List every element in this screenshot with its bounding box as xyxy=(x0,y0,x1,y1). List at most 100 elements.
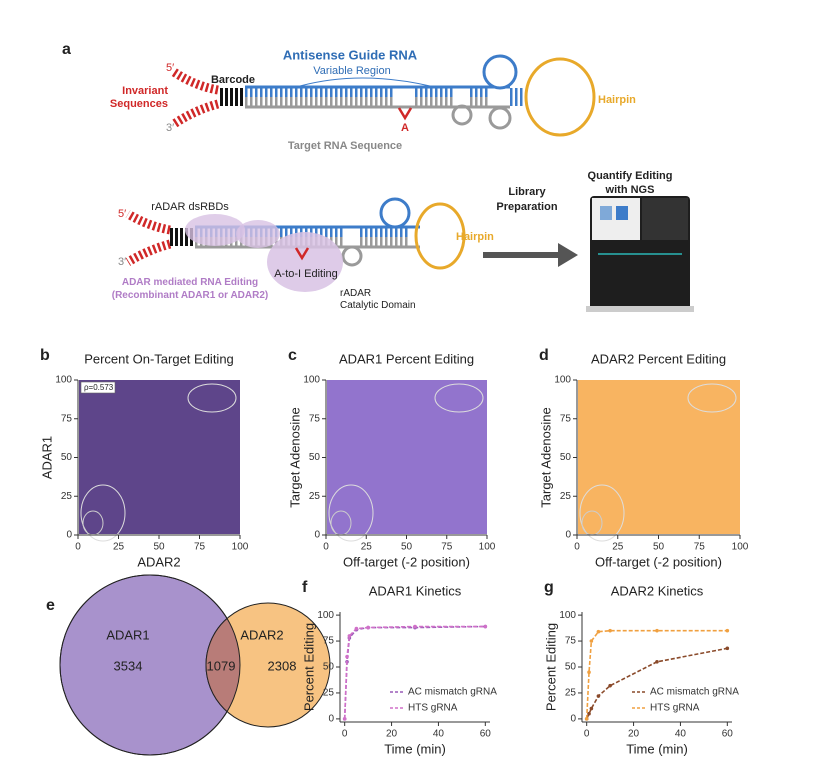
panel-letter: d xyxy=(539,347,549,364)
x-axis-label: Off-target (-2 position) xyxy=(343,554,470,569)
catalytic-domain xyxy=(267,232,343,292)
y-tick-label: 75 xyxy=(309,413,321,424)
density-contour xyxy=(187,383,237,413)
library-label: Library Preparation xyxy=(496,186,557,213)
target-rungs xyxy=(415,97,455,106)
x-tick-label: 100 xyxy=(232,542,249,553)
x-tick-label: 75 xyxy=(694,542,706,553)
adenosine-label: A xyxy=(401,122,409,134)
chart-title: Percent On-Target Editing xyxy=(84,351,234,366)
y-axis-label: Target Adenosine xyxy=(287,407,302,507)
target-rungs xyxy=(360,237,410,246)
guide-rungs xyxy=(245,88,395,97)
data-point xyxy=(366,625,370,630)
data-point xyxy=(345,654,349,659)
line: Library xyxy=(508,186,546,198)
y-tick-label: 100 xyxy=(55,375,72,386)
count: 1079 xyxy=(207,658,236,673)
invariant-strand xyxy=(171,99,220,128)
invariant-strand xyxy=(125,239,172,266)
x-tick-label: 100 xyxy=(732,542,749,553)
density-contour xyxy=(687,383,737,413)
data-point xyxy=(608,683,612,688)
barcode-label: Barcode xyxy=(211,74,255,86)
count: 3534 xyxy=(114,658,143,673)
set-label: ADAR2 xyxy=(240,627,283,642)
bulge xyxy=(341,245,363,267)
y-tick-label: 50 xyxy=(309,452,321,463)
guide-loop xyxy=(379,197,411,229)
data-point xyxy=(655,660,659,664)
y-tick-label: 100 xyxy=(303,375,320,386)
hairpin-label: Hairpin xyxy=(598,94,636,106)
screen-icon xyxy=(600,206,612,220)
adar-label: ADAR mediated RNA Editing (Recombinant AD… xyxy=(112,277,269,301)
editing-mark xyxy=(294,247,310,261)
chart-title: ADAR1 Kinetics xyxy=(369,583,462,598)
x-tick-label: 50 xyxy=(153,542,165,553)
bulge xyxy=(451,104,473,126)
sequencer-top xyxy=(642,198,688,240)
hairpin-loop xyxy=(414,202,466,270)
legend-label: AC mismatch gRNA xyxy=(650,687,739,698)
density-contour xyxy=(434,383,484,413)
panel-letter: b xyxy=(40,347,50,364)
hairpin-loop xyxy=(524,57,596,137)
y-tick-label: 25 xyxy=(309,491,321,502)
x-tick-label: 100 xyxy=(479,542,496,553)
line: with NGS xyxy=(605,184,655,196)
data-point xyxy=(342,717,347,721)
x-tick-label: 25 xyxy=(361,542,373,553)
panel-letter: c xyxy=(288,347,297,364)
chart-title: ADAR1 Percent Editing xyxy=(339,351,474,366)
panel-letter: f xyxy=(302,579,308,596)
three-prime: 3′ xyxy=(166,122,174,134)
annotation-box xyxy=(80,381,116,394)
data-point xyxy=(655,628,659,633)
y-tick-label: 100 xyxy=(554,375,571,386)
x-tick-label: 0 xyxy=(323,542,329,553)
invariant-strand xyxy=(125,210,171,235)
x-tick-label: 60 xyxy=(480,729,492,740)
y-tick-label: 50 xyxy=(323,662,335,673)
x-tick-label: 25 xyxy=(612,542,624,553)
data-point xyxy=(608,628,612,633)
arrow-head xyxy=(558,243,578,267)
x-tick-label: 20 xyxy=(386,729,398,740)
y-tick-label: 75 xyxy=(323,636,335,647)
variable-label: Variable Region xyxy=(313,65,390,77)
chart-title: ADAR2 Kinetics xyxy=(611,583,704,598)
x-tick-label: 50 xyxy=(653,542,665,553)
antisense-label: Antisense Guide RNA xyxy=(283,47,418,62)
data-point xyxy=(589,639,594,643)
y-tick-label: 25 xyxy=(565,688,577,699)
y-tick-label: 75 xyxy=(560,413,572,424)
x-tick-label: 25 xyxy=(113,542,125,553)
y-axis-label: ADAR1 xyxy=(39,436,54,479)
y-axis-label: Percent Editing xyxy=(301,623,316,711)
dsrbd xyxy=(185,214,245,246)
y-tick-label: 0 xyxy=(565,530,571,541)
x-tick-label: 0 xyxy=(584,729,590,740)
stem xyxy=(510,88,524,106)
count: 2308 xyxy=(268,658,297,673)
x-tick-label: 20 xyxy=(628,729,640,740)
guide-rungs xyxy=(470,88,490,97)
sequencer-base xyxy=(586,306,694,312)
data-point xyxy=(596,694,601,698)
x-tick-label: 0 xyxy=(574,542,580,553)
x-tick-label: 40 xyxy=(433,729,445,740)
x-axis-label: Time (min) xyxy=(626,741,688,756)
y-tick-label: 0 xyxy=(570,714,576,725)
density-contour xyxy=(328,484,374,542)
quantify-label: Quantify Editing with NGS xyxy=(588,170,673,196)
legend-label: HTS gRNA xyxy=(650,703,700,714)
y-tick-label: 25 xyxy=(323,688,335,699)
dsrbd-label: rADAR dsRBDs xyxy=(151,201,229,213)
x-tick-label: 75 xyxy=(441,542,453,553)
chart-title: ADAR2 Percent Editing xyxy=(591,351,726,366)
y-tick-label: 75 xyxy=(61,413,73,424)
data-point xyxy=(596,629,601,634)
density-contour xyxy=(80,484,126,542)
x-axis-label: Off-target (-2 position) xyxy=(595,554,722,569)
